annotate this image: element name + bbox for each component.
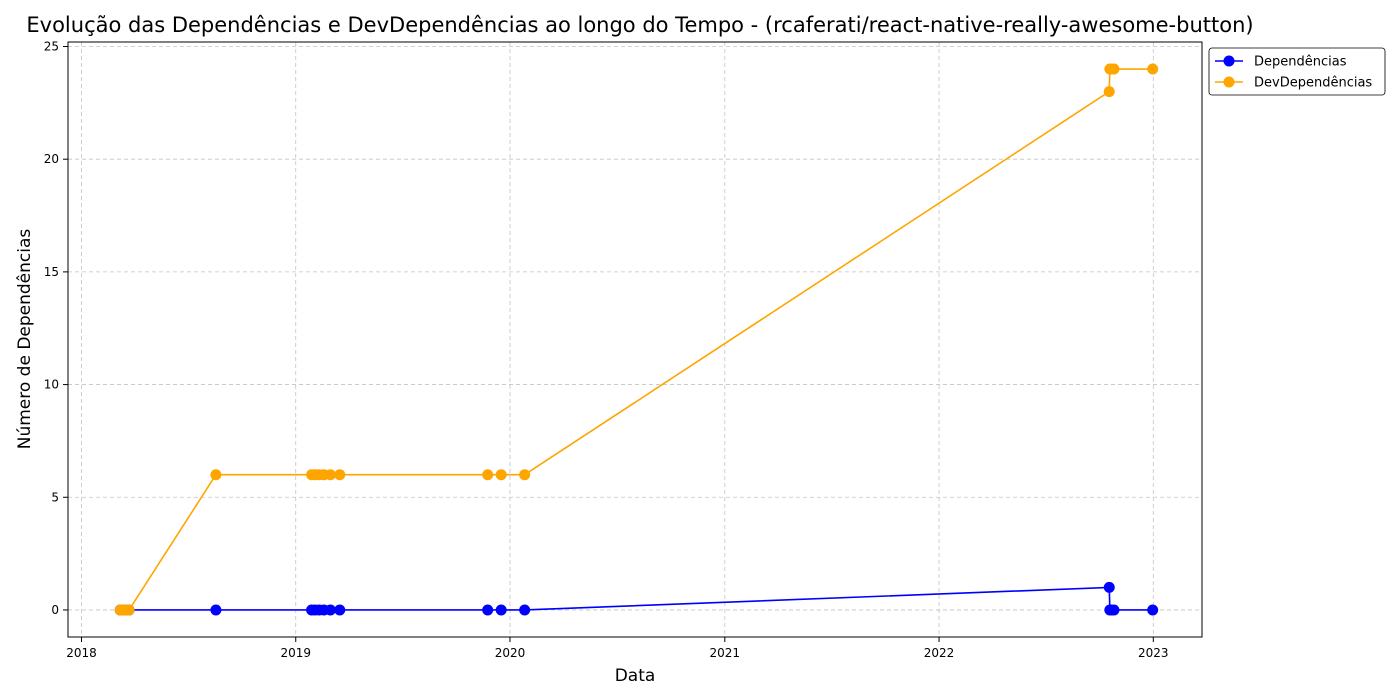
x-tick-label: 2021	[710, 646, 741, 660]
data-point	[519, 604, 531, 616]
data-point	[1103, 581, 1115, 593]
data-point	[482, 604, 494, 616]
y-tick-label: 25	[44, 40, 59, 54]
data-point	[123, 604, 135, 616]
data-point	[1147, 604, 1159, 616]
data-point	[1108, 604, 1120, 616]
y-axis-label: Número de Dependências	[15, 229, 35, 450]
series-dependencias	[114, 581, 1159, 616]
chart-title: Evolução das Dependências e DevDependênc…	[26, 13, 1253, 37]
series-line	[120, 68, 1153, 611]
data-point	[495, 469, 507, 481]
legend-marker	[1223, 55, 1235, 67]
x-tick-label: 2018	[66, 646, 97, 660]
legend-label: DevDependências	[1254, 76, 1372, 91]
data-point	[1103, 86, 1115, 98]
plot-frame	[67, 41, 1203, 638]
data-point	[482, 469, 494, 481]
x-tick-label: 2020	[495, 646, 526, 660]
grid	[68, 42, 1202, 637]
data-point	[324, 604, 336, 616]
data-point	[495, 604, 507, 616]
y-tick-label: 10	[44, 378, 59, 392]
data-point	[324, 469, 336, 481]
legend-label: Dependências	[1254, 55, 1347, 70]
data-point	[334, 604, 346, 616]
y-tick-label: 20	[44, 152, 59, 166]
x-axis-label: Data	[615, 666, 656, 686]
y-axis: 0 5 10 15 20 25	[44, 40, 68, 617]
data-point	[334, 469, 346, 481]
x-axis: 2018 2019 2020 2021 2022 2023	[66, 637, 1169, 660]
y-tick-label: 0	[51, 603, 59, 617]
legend-frame	[1208, 47, 1386, 96]
y-tick-label: 5	[51, 490, 59, 504]
x-tick-label: 2019	[280, 646, 311, 660]
data-point	[1108, 63, 1120, 75]
x-tick-label: 2023	[1138, 646, 1169, 660]
y-tick-label: 15	[44, 265, 59, 279]
x-tick-label: 2022	[924, 646, 955, 660]
data-point	[210, 604, 222, 616]
legend: Dependências DevDependências	[1208, 47, 1386, 96]
series-line	[120, 586, 1153, 611]
data-point	[1147, 63, 1159, 75]
data-point	[210, 469, 222, 481]
series-layer	[114, 63, 1159, 616]
legend-marker	[1223, 76, 1235, 88]
series-devdependencias	[114, 63, 1159, 616]
data-point	[519, 469, 531, 481]
